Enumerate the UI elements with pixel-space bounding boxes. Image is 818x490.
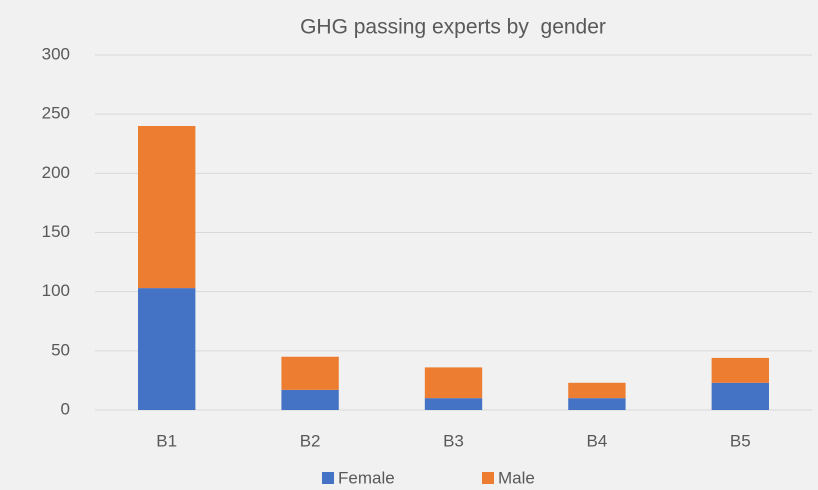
bar-segment xyxy=(568,382,626,399)
y-tick-label: 150 xyxy=(42,222,70,241)
x-tick-label: B2 xyxy=(300,431,321,450)
x-tick-label: B5 xyxy=(730,431,751,450)
bar-segment xyxy=(711,382,769,410)
y-tick-label: 200 xyxy=(42,163,70,182)
y-tick-label: 250 xyxy=(42,104,70,123)
bar-segment xyxy=(568,398,626,410)
y-tick-label: 0 xyxy=(61,399,70,418)
y-tick-label: 50 xyxy=(51,340,70,359)
legend-label: Female xyxy=(338,468,395,487)
bar-segment xyxy=(281,389,339,410)
bar-segment xyxy=(711,357,769,383)
bar-segment xyxy=(424,367,483,399)
x-tick-label: B3 xyxy=(443,431,464,450)
x-tick-label: B1 xyxy=(156,431,177,450)
legend-swatch xyxy=(482,472,494,484)
bar-segment xyxy=(424,398,483,410)
bar-segment xyxy=(138,288,196,410)
legend-label: Male xyxy=(498,468,535,487)
y-tick-label: 300 xyxy=(42,44,70,63)
bar-segment xyxy=(138,126,196,289)
x-tick-label: B4 xyxy=(587,431,608,450)
chart-title: GHG passing experts by gender xyxy=(300,16,606,39)
legend-swatch xyxy=(322,472,334,484)
y-tick-label: 100 xyxy=(42,281,70,300)
bar-segment xyxy=(281,356,339,390)
